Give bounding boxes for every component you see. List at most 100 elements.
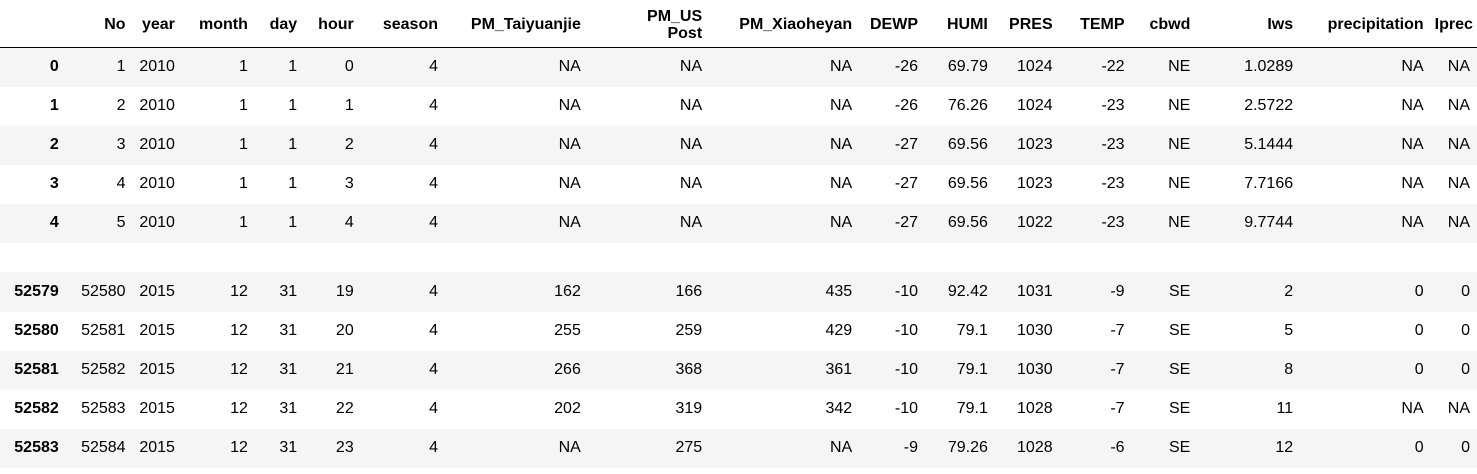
table-cell: -23 (1101, 175, 1125, 192)
col-header-iprec: Iprec (1430, 2, 1477, 48)
table-cell: NA (558, 439, 581, 456)
table-cell: 52582 (81, 361, 126, 378)
table-cell: NA (679, 58, 703, 76)
truncated-rows-gap (0, 242, 1477, 272)
table-cell: 361 (825, 361, 853, 378)
table-cell: 319 (675, 400, 703, 417)
table-cell: NA (558, 175, 581, 192)
table-cell: NA (1447, 136, 1470, 153)
table-cell: 2015 (139, 361, 175, 378)
table-cell: 12 (1275, 439, 1294, 456)
table-cell: 7.7166 (1244, 175, 1294, 192)
table-cell: NA (1447, 214, 1470, 231)
table-cell: NE (1168, 136, 1191, 153)
table-cell: 23 (335, 439, 354, 456)
table-cell: 5 (116, 214, 126, 231)
table-cell: 1028 (1017, 439, 1053, 456)
table-row: 52581 52582 2015 12 31 21 4 266 368 361 -10 79.1 103… (0, 350, 1477, 390)
table-cell: NA (679, 175, 703, 192)
table-row: 52582 52583 2015 12 31 22 4 202 319 342 -10 79.1 102… (0, 389, 1477, 429)
table-cell: 342 (825, 400, 853, 417)
table-cell: NA (1401, 400, 1424, 417)
table-cell: NA (829, 214, 853, 231)
table-cell: NA (1401, 175, 1424, 192)
col-header-month: month (181, 2, 255, 48)
table-cell: 79.1 (956, 322, 988, 339)
table-cell: 1 (288, 214, 298, 231)
table-cell: 31 (279, 322, 298, 339)
table-cell: NA (829, 439, 853, 456)
table-cell: 259 (675, 322, 703, 339)
table-cell: 19 (335, 282, 354, 300)
table-cell: 1 (288, 97, 298, 114)
table-cell: 0 (1461, 439, 1470, 456)
table-cell: NA (1401, 136, 1424, 153)
col-header-hour: hour (304, 2, 361, 48)
row-index: 3 (49, 175, 59, 192)
table-cell: NA (558, 97, 581, 114)
table-cell: -9 (1110, 282, 1125, 300)
table-cell: -26 (894, 97, 918, 114)
table-cell: -22 (1101, 58, 1125, 76)
table-cell: 2 (1284, 282, 1294, 300)
table-cell: -10 (894, 282, 918, 300)
table-cell: 162 (554, 282, 581, 300)
table-cell: -26 (894, 58, 918, 76)
table-cell: SE (1169, 322, 1191, 339)
col-header-pres: PRES (994, 2, 1060, 48)
table-cell: 2010 (139, 175, 175, 192)
table-cell: 0 (1461, 361, 1470, 378)
table-cell: 5.1444 (1244, 136, 1294, 153)
table-cell: NE (1168, 214, 1191, 231)
col-header-year: year (132, 2, 182, 48)
table-cell: 9.7744 (1244, 214, 1294, 231)
table-cell: -7 (1110, 400, 1125, 417)
col-header-day: day (254, 2, 305, 48)
table-row: 2 3 2010 1 1 2 4 NA NA NA -27 69.56 1023 -23 NE 5.1444 N… (0, 125, 1477, 165)
row-index: 4 (49, 214, 59, 231)
table-cell: 2010 (139, 97, 175, 114)
table-cell: -10 (894, 322, 918, 339)
table-cell: 1024 (1017, 58, 1053, 76)
table-cell: 1023 (1017, 136, 1053, 153)
table-cell: 31 (279, 361, 298, 378)
table-row: 52579 52580 2015 12 31 19 4 162 166 435 -10 92.42 10… (0, 271, 1477, 312)
table-row: 52580 52581 2015 12 31 20 4 255 259 429 -10 79.1 103… (0, 311, 1477, 351)
table-cell: 31 (279, 400, 298, 417)
table-cell: 2 (344, 136, 354, 153)
table-row: 52583 52584 2015 12 31 23 4 NA 275 NA -9 79.26 1028 -… (0, 428, 1477, 468)
table-cell: 4 (344, 214, 354, 231)
table-cell: 1 (238, 58, 248, 76)
table-cell: 2015 (139, 282, 175, 300)
table-cell: 12 (230, 361, 248, 378)
table-cell: 0 (1461, 322, 1470, 339)
table-cell: 1022 (1017, 214, 1053, 231)
table-cell: 0 (1414, 439, 1424, 456)
table-cell: 429 (825, 322, 853, 339)
col-header-no: No (65, 2, 133, 48)
table-cell: 4 (429, 58, 438, 76)
table-cell: 1 (344, 97, 354, 114)
table-cell: 5 (1284, 322, 1294, 339)
table-cell: NA (829, 175, 853, 192)
table-cell: SE (1169, 400, 1191, 417)
table-cell: NA (679, 214, 703, 231)
table-cell: NA (679, 97, 703, 114)
table-cell: 69.56 (947, 214, 988, 231)
table-cell: 2010 (139, 58, 175, 76)
table-cell: -9 (903, 439, 918, 456)
table-cell: 1.0289 (1244, 58, 1294, 76)
table-cell: NA (558, 136, 581, 153)
table-cell: 2015 (139, 400, 175, 417)
table-body: 0 1 2010 1 1 0 4 NA NA NA -26 69.79 1024 -22 NE 1.0289 N… (0, 47, 1477, 468)
table-cell: NA (829, 136, 853, 153)
col-header-pm-xiaoheyan: PM_Xiaoheyan (709, 2, 860, 48)
table-cell: 76.26 (947, 97, 988, 114)
table-cell: 79.1 (956, 400, 988, 417)
table-cell: 1 (238, 214, 248, 231)
header-row: No year month day hour season PM_Taiyuan… (0, 2, 1477, 48)
table-cell: 92.42 (947, 282, 988, 300)
table-cell: -23 (1101, 136, 1125, 153)
table-cell: NA (829, 97, 853, 114)
table-cell: 4 (429, 97, 438, 114)
